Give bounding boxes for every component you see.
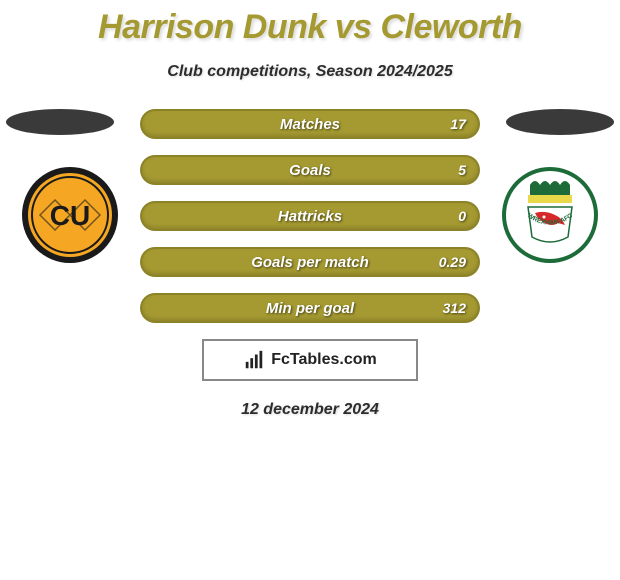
wrexham-crest-icon: WREXHAM AFC: [500, 165, 600, 265]
stat-label: Matches: [280, 116, 340, 133]
stat-value: 0.29: [439, 254, 466, 270]
crest-left: CU BRIDGE UNITED: [20, 165, 120, 265]
stat-label: Hattricks: [278, 208, 342, 225]
page-title: Harrison Dunk vs Cleworth: [0, 8, 620, 47]
player-ellipse-left: [6, 109, 114, 135]
stat-bar: Goals per match 0.29: [140, 247, 480, 277]
stat-label: Goals: [289, 162, 331, 179]
brand-box: FcTables.com: [202, 339, 418, 381]
stat-value: 0: [458, 208, 466, 224]
stat-value: 17: [450, 116, 466, 132]
stat-label: Min per goal: [266, 300, 354, 317]
brand-text: FcTables.com: [271, 351, 377, 369]
stat-bar: Goals 5: [140, 155, 480, 185]
stat-bar: Hattricks 0: [140, 201, 480, 231]
subtitle: Club competitions, Season 2024/2025: [0, 63, 620, 81]
stat-bar: Min per goal 312: [140, 293, 480, 323]
crest-left-text: CU: [50, 200, 90, 231]
stat-value: 312: [443, 300, 466, 316]
stat-value: 5: [458, 162, 466, 178]
main-area: CU BRIDGE UNITED WREXHAM AFC: [0, 109, 620, 419]
player-ellipse-right: [506, 109, 614, 135]
cambridge-crest-icon: CU BRIDGE UNITED: [20, 165, 120, 265]
comparison-card: Harrison Dunk vs Cleworth Club competiti…: [0, 0, 620, 580]
stat-bar: Matches 17: [140, 109, 480, 139]
stat-label: Goals per match: [251, 254, 369, 271]
chart-icon: [243, 349, 265, 371]
crest-right: WREXHAM AFC: [500, 165, 600, 265]
stats-bars: Matches 17 Goals 5 Hattricks 0 Goals per…: [140, 109, 480, 323]
date-text: 12 december 2024: [0, 401, 620, 419]
